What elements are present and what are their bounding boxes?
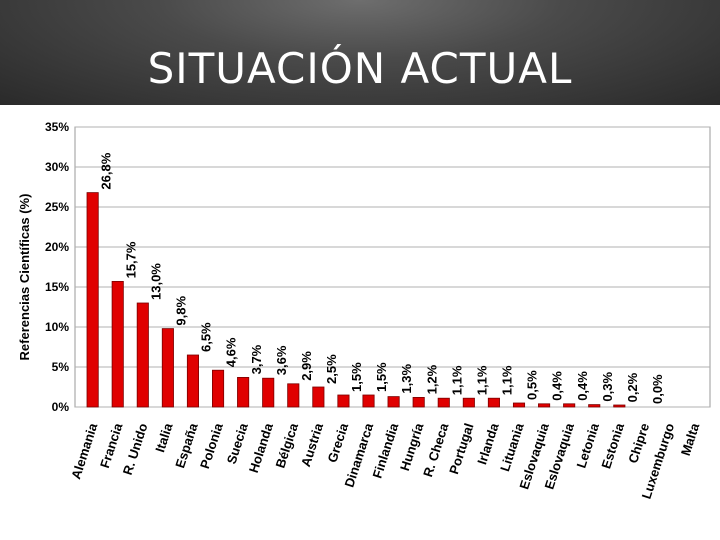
bar (86, 192, 99, 408)
value-label: 0,2% (625, 372, 640, 402)
value-label: 4,6% (224, 337, 239, 367)
bar (462, 397, 475, 408)
bar (211, 369, 225, 408)
bar (287, 383, 300, 408)
value-labels: 26,8% 15,7% 13,0% 9,8% 6,5% 4,6% 3,7% 3,6% 2,9% 2… (98, 152, 665, 404)
value-label: 1,5% (374, 362, 389, 392)
bar (487, 397, 500, 408)
value-label: 3,6% (274, 345, 289, 375)
y-tick-label: 25% (45, 200, 69, 214)
bar (412, 396, 425, 408)
y-tick-label: 0% (52, 400, 70, 414)
value-label: 2,5% (324, 354, 339, 384)
bar (186, 354, 200, 408)
y-tick-label: 30% (45, 160, 69, 174)
bar (312, 386, 325, 408)
value-label: 1,1% (474, 365, 489, 395)
value-label: 13,0% (148, 263, 163, 300)
bar (111, 280, 124, 408)
bars (86, 192, 626, 408)
value-label: 2,9% (299, 351, 314, 381)
bar (362, 394, 375, 408)
bar (613, 404, 626, 408)
y-tick-label: 5% (52, 360, 70, 374)
value-label: 0,0% (650, 374, 665, 404)
y-axis-label: Referencias Científicas (%) (17, 194, 32, 361)
plot-area (74, 126, 711, 408)
value-label: 0,4% (550, 371, 565, 401)
bar (538, 403, 551, 408)
value-label: 1,5% (349, 362, 364, 392)
y-axis-ticks: 0% 5% 10% 15% 20% 25% 30% 35% (45, 120, 69, 414)
bar (161, 328, 174, 408)
bar (337, 394, 350, 408)
bar (387, 396, 400, 408)
y-tick-label: 10% (45, 320, 69, 334)
value-label: 26,8% (98, 152, 113, 189)
y-tick-label: 15% (45, 280, 69, 294)
bar (437, 397, 450, 408)
bar (136, 302, 149, 408)
value-label: 0,4% (575, 371, 590, 401)
value-label: 6,5% (199, 322, 214, 352)
value-label: 15,7% (123, 241, 138, 278)
bar-chart: 0% 5% 10% 15% 20% 25% 30% 35% 26,8% 15,7% 13,0% 9,… (0, 105, 720, 540)
value-label: 0,5% (525, 370, 540, 400)
bar (237, 376, 250, 408)
value-label: 0,3% (600, 372, 615, 402)
bar (512, 402, 526, 408)
value-label: 1,1% (500, 365, 515, 395)
value-label: 1,3% (399, 364, 414, 394)
bar (588, 404, 601, 408)
slide-title: SITUACIÓN ACTUAL (147, 44, 573, 93)
slide-header: SITUACIÓN ACTUAL (0, 0, 720, 105)
y-tick-label: 20% (45, 240, 69, 254)
value-label: 1,1% (449, 365, 464, 395)
gridlines (75, 126, 710, 408)
value-label: 9,8% (174, 296, 189, 326)
bar (262, 377, 275, 408)
y-tick-label: 35% (45, 120, 69, 134)
value-label: 1,2% (424, 364, 439, 394)
bar (563, 403, 576, 408)
value-label: 3,7% (249, 344, 264, 374)
